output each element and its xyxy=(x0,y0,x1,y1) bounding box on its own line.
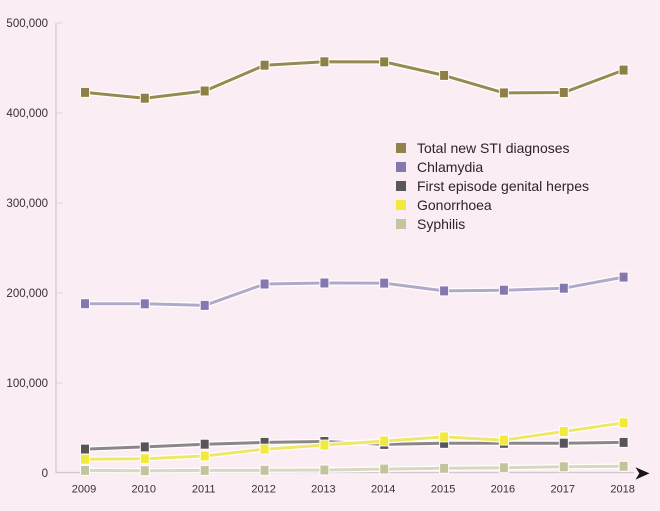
svg-text:500,000: 500,000 xyxy=(6,18,48,30)
svg-text:First episode genital herpes: First episode genital herpes xyxy=(417,178,589,194)
svg-text:Syphilis: Syphilis xyxy=(417,216,465,232)
svg-text:0: 0 xyxy=(42,468,48,480)
svg-text:2012: 2012 xyxy=(251,484,275,496)
svg-text:2010: 2010 xyxy=(132,484,156,496)
svg-text:200,000: 200,000 xyxy=(6,288,48,300)
svg-text:Chlamydia: Chlamydia xyxy=(417,159,483,175)
svg-text:Total new STI diagnoses: Total new STI diagnoses xyxy=(417,140,570,156)
svg-text:100,000: 100,000 xyxy=(6,378,48,390)
svg-text:2013: 2013 xyxy=(311,484,335,496)
svg-text:2014: 2014 xyxy=(371,484,395,496)
svg-text:2011: 2011 xyxy=(192,484,216,496)
svg-text:2018: 2018 xyxy=(610,484,634,496)
svg-text:2015: 2015 xyxy=(431,484,455,496)
svg-text:Gonorrhoea: Gonorrhoea xyxy=(417,197,492,213)
svg-text:2016: 2016 xyxy=(491,484,515,496)
svg-text:2009: 2009 xyxy=(72,484,96,496)
svg-text:300,000: 300,000 xyxy=(6,198,48,210)
svg-text:2017: 2017 xyxy=(551,484,575,496)
svg-text:400,000: 400,000 xyxy=(6,108,48,120)
